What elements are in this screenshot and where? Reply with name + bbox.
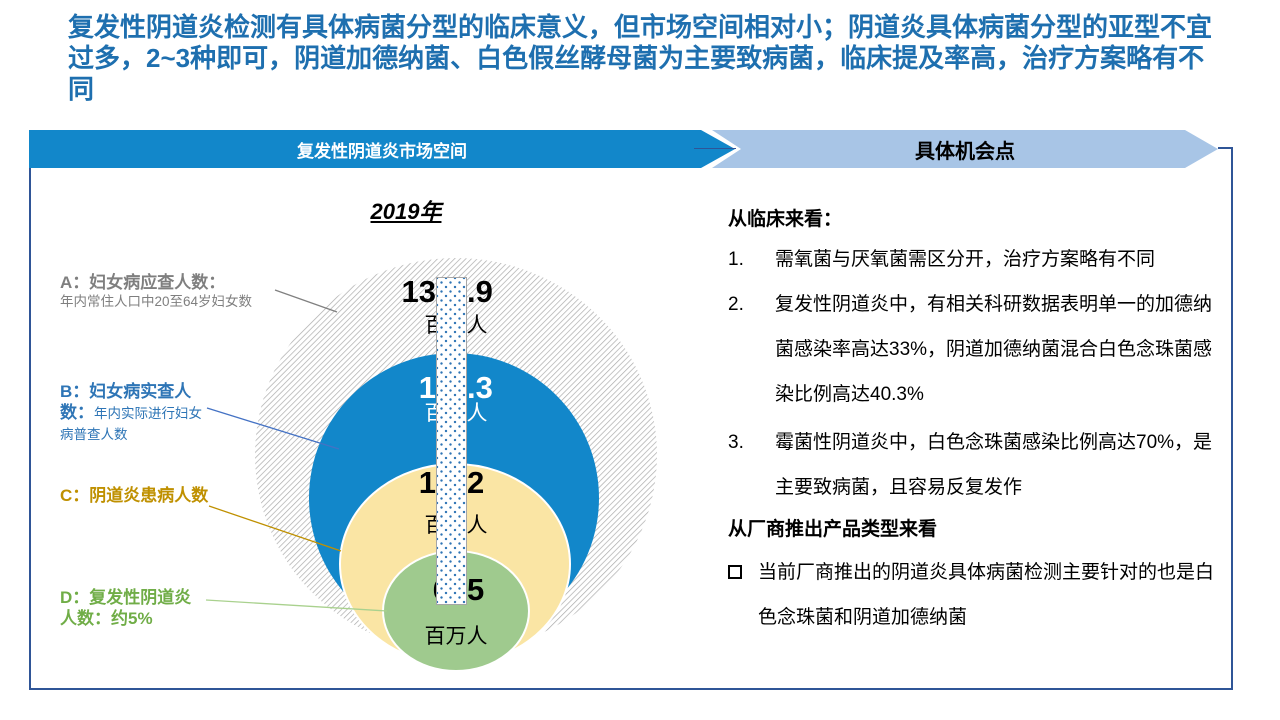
clinical-view-heading: 从临床来看： <box>728 209 843 230</box>
banner-connector-line <box>694 148 736 149</box>
frame-line-bottom <box>29 688 1233 690</box>
banner-market-space-label: 复发性阴道炎市场空间 <box>297 141 467 161</box>
dotted-redaction-bar <box>436 277 467 605</box>
clinical-item-1-text: 需氧菌与厌氧菌需区分开，治疗方案略有不同 <box>775 249 1156 270</box>
connector-line-c <box>208 505 342 552</box>
legend-d-title: D：复发性阴道炎人数：约5% <box>60 588 192 628</box>
clinical-item-2-number: 2. <box>728 294 744 315</box>
circle-a-value-right: .9 <box>467 274 493 309</box>
connector-line-b <box>206 407 340 450</box>
legend-d: D：复发性阴道炎人数：约5% <box>60 587 202 629</box>
frame-line-right-top <box>1218 147 1233 149</box>
clinical-item-1-number: 1. <box>728 249 744 270</box>
square-bullet-icon <box>728 565 742 579</box>
circle-b-value-right: .3 <box>467 370 493 405</box>
legend-c-title: C：阴道炎患病人数 <box>60 486 209 505</box>
legend-a-title: A：妇女病应查人数： <box>60 273 226 292</box>
circle-a-value-left: 13 <box>401 274 436 309</box>
manufacturer-bullet-item: 当前厂商推出的阴道炎具体病菌检测主要针对的也是白色念珠菌和阴道加德纳菌 <box>728 550 1220 640</box>
clinical-item-3: 3. 霉菌性阴道炎中，白色念珠菌感染比例高达70%，是主要致病菌，且容易反复发作 <box>728 420 1220 510</box>
frame-line-right <box>1231 147 1233 690</box>
legend-a: A：妇女病应查人数： 年内常住人口中20至64岁妇女数 <box>60 272 272 311</box>
legend-c: C：阴道炎患病人数 <box>60 485 212 506</box>
manufacturer-view-heading: 从厂商推出产品类型来看 <box>728 519 938 540</box>
legend-a-sub: 年内常住人口中20至64岁妇女数 <box>60 294 253 309</box>
legend-b-title: B：妇女病实查人数： <box>60 382 192 422</box>
banner-opportunity-label: 具体机会点 <box>915 140 1015 163</box>
clinical-item-2-text: 复发性阴道炎中，有相关科研数据表明单一的加德纳菌感染率高达33%，阴道加德纳菌混… <box>775 294 1213 405</box>
legend-b: B：妇女病实查人数：年内实际进行妇女病普查人数 <box>60 381 214 444</box>
connector-line-d <box>205 599 388 612</box>
banner-market-space: 复发性阴道炎市场空间 <box>29 130 735 168</box>
circle-d-unit: 百万人 <box>424 625 488 648</box>
clinical-item-2: 2. 复发性阴道炎中，有相关科研数据表明单一的加德纳菌感染率高达33%，阴道加德… <box>728 282 1220 417</box>
frame-line-left <box>29 168 31 688</box>
clinical-item-3-number: 3. <box>728 432 744 453</box>
circle-c-value-right: 2 <box>467 465 485 500</box>
slide-title: 复发性阴道炎检测有具体病菌分型的临床意义，但市场空间相对小；阴道炎具体病菌分型的… <box>68 12 1213 104</box>
circle-b-value-left: 1 <box>418 370 436 405</box>
manufacturer-bullet-text: 当前厂商推出的阴道炎具体病菌检测主要针对的也是白色念珠菌和阴道加德纳菌 <box>758 562 1215 628</box>
connector-line-a <box>274 289 338 313</box>
circle-d-value-right: 5 <box>467 572 485 607</box>
circle-c-value-left: 1 <box>418 465 436 500</box>
legend-b-sub: 年内实际进行妇女病普查人数 <box>60 406 202 442</box>
banner-opportunity: 具体机会点 <box>712 130 1218 168</box>
clinical-item-1: 1. 需氧菌与厌氧菌需区分开，治疗方案略有不同 <box>728 237 1220 282</box>
chart-year-label: 2019年 <box>370 199 442 224</box>
clinical-item-3-text: 霉菌性阴道炎中，白色念珠菌感染比例高达70%，是主要致病菌，且容易反复发作 <box>775 432 1213 498</box>
